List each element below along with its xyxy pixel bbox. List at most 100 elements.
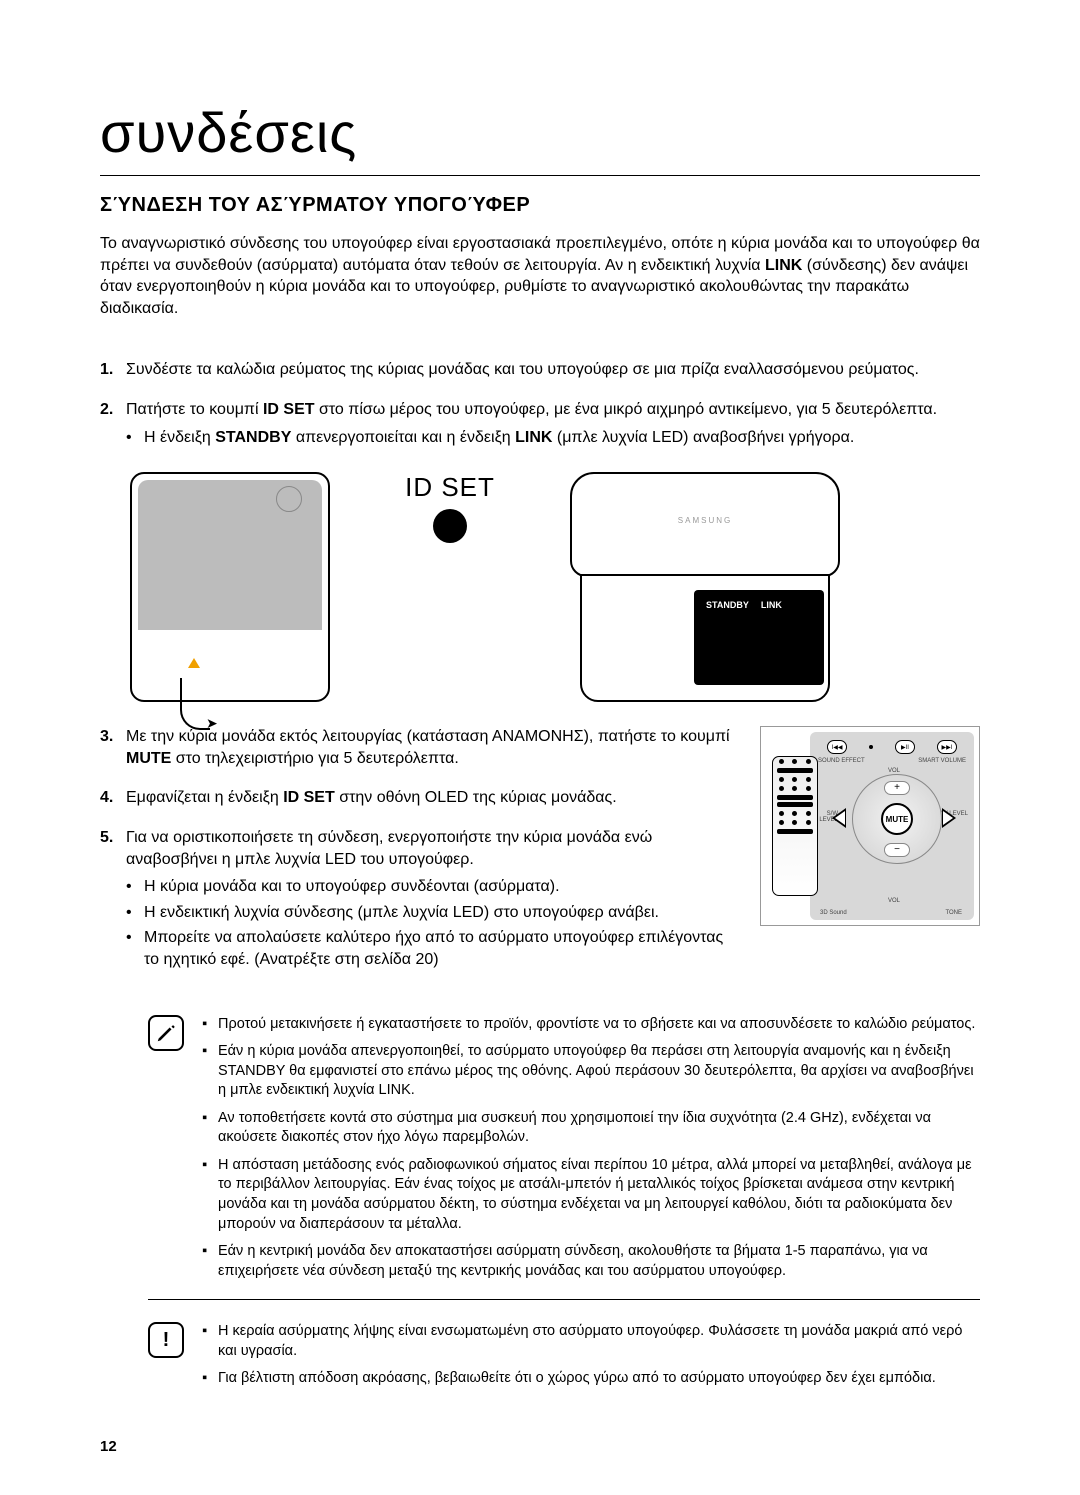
notice-item: ▪Η κεραία ασύρματης λήψης είναι ενσωματω… (202, 1322, 980, 1361)
square-bullet-icon: ▪ (202, 1015, 218, 1035)
step-1: 1. Συνδέστε τα καλώδια ρεύματος της κύρι… (100, 359, 980, 381)
notice-list-a: ▪Προτού μετακινήσετε ή εγκαταστήσετε το … (202, 1015, 980, 1290)
notice-list-b: ▪Η κεραία ασύρματης λήψης είναι ενσωματω… (202, 1322, 980, 1397)
bullet-dot-icon: • (126, 876, 144, 898)
notice-item: ▪Εάν η κεντρική μονάδα δεν αποκαταστήσει… (202, 1242, 980, 1281)
note-pencil-icon (148, 1015, 184, 1051)
link-label: LINK (761, 600, 782, 675)
b-pre: Η ένδειξη (144, 429, 215, 446)
dpad-right-icon (942, 808, 956, 828)
illustration-row: ➤ ID SET SAMSUNG STANDBY LINK (130, 472, 980, 702)
notice-text: Εάν η κεντρική μονάδα δεν αποκαταστήσει … (218, 1242, 980, 1281)
page-number: 12 (100, 1438, 117, 1455)
vol-minus-icon: − (884, 843, 910, 857)
step5-bullet: • Η ενδεικτική λυχνία σύνδεσης (μπλε λυχ… (126, 902, 740, 924)
notice-item: ▪Προτού μετακινήσετε ή εγκαταστήσετε το … (202, 1015, 980, 1035)
square-bullet-icon: ▪ (202, 1109, 218, 1148)
step2-bullet: • Η ένδειξη STANDBY απενεργοποιείται και… (126, 427, 980, 449)
steps-list-cont: 3. Με την κύρια μονάδα εκτός λειτουργίας… (100, 726, 740, 974)
square-bullet-icon: ▪ (202, 1322, 218, 1361)
notice-item: ▪Για βέλτιστη απόδοση ακρόασης, βεβαιωθε… (202, 1369, 980, 1389)
step2-bullets: • Η ένδειξη STANDBY απενεργοποιείται και… (126, 427, 980, 449)
title-rule (100, 175, 980, 176)
steps-left: 3. Με την κύρια μονάδα εκτός λειτουργίας… (100, 726, 740, 992)
step5-bullets: • Η κύρια μονάδα και το υπογούφερ συνδέο… (126, 876, 740, 970)
remote-led-icon (869, 745, 873, 749)
step-num: 3. (100, 726, 126, 769)
bullet-dot-icon: • (126, 427, 144, 449)
step-bold: ID SET (263, 401, 315, 418)
s4-post: στην οθόνη OLED της κύριας μονάδας. (335, 789, 617, 806)
section-heading: ΣΎΝΔΕΣΗ ΤΟΥ ΑΣΎΡΜΑΤΟΥ ΥΠΟΓΟΎΦΕΡ (100, 194, 980, 217)
remote-body (772, 756, 818, 896)
b-post: (μπλε λυχνία LED) αναβοσβήνει γρήγορα. (552, 429, 854, 446)
intro-link-word: LINK (765, 257, 802, 274)
idset-button-icon (433, 509, 467, 543)
step-body: Πατήστε το κουμπί ID SET στο πίσω μέρος … (126, 399, 980, 452)
vol-bottom-label: VOL (888, 898, 900, 904)
bullet-text: Μπορείτε να απολαύσετε καλύτερο ήχο από … (144, 927, 740, 970)
device1-arrow-icon: ➤ (206, 715, 218, 732)
s4-bold: ID SET (283, 789, 335, 806)
square-bullet-icon: ▪ (202, 1156, 218, 1234)
subwoofer-top: SAMSUNG (570, 472, 840, 577)
step-num: 1. (100, 359, 126, 381)
notice-text: Αν τοποθετήσετε κοντά στο σύστημα μια συ… (218, 1109, 980, 1148)
notice-text: Η απόσταση μετάδοσης ενός ραδιοφωνικού σ… (218, 1156, 980, 1234)
idset-label: ID SET (390, 472, 510, 503)
notice-item: ▪Αν τοποθετήσετε κοντά στο σύστημα μια σ… (202, 1109, 980, 1148)
b-mid: απενεργοποιείται και η ένδειξη (291, 429, 515, 446)
notice-block-info: ▪Προτού μετακινήσετε ή εγκαταστήσετε το … (100, 1015, 980, 1290)
step-body: Με την κύρια μονάδα εκτός λειτουργίας (κ… (126, 726, 740, 769)
pencil-svg-icon (155, 1022, 177, 1044)
bullet-text: Η ενδεικτική λυχνία σύνδεσης (μπλε λυχνί… (144, 902, 659, 924)
warning-triangle-icon (188, 658, 200, 668)
s3-bold: MUTE (126, 750, 171, 767)
dpad-left-icon (832, 808, 846, 828)
subwoofer-led-panel: STANDBY LINK (694, 590, 824, 685)
illustration-remote: I◀◀ ▶II ▶▶I SOUND EFFECT SMART VOLUME VO… (760, 726, 980, 926)
step-5: 5. Για να οριστικοποιήσετε τη σύνδεση, ε… (100, 827, 740, 975)
step-body: Για να οριστικοποιήσετε τη σύνδεση, ενερ… (126, 827, 740, 975)
s3-post: στο τηλεχειριστήριο για 5 δευτερόλεπτα. (171, 750, 458, 767)
remote-dpad: + − MUTE (852, 774, 942, 864)
next-track-icon: ▶▶I (937, 740, 957, 754)
warning-exclaim-icon: ! (148, 1322, 184, 1358)
illustration-device-back: ➤ (130, 472, 330, 702)
bullet-dot-icon: • (126, 927, 144, 970)
bullet-dot-icon: • (126, 902, 144, 924)
sound-effect-label: SOUND EFFECT (818, 758, 865, 764)
page-title: συνδέσεις (100, 100, 980, 165)
notice-item: ▪Εάν η κύρια μονάδα απενεργοποιηθεί, το … (202, 1042, 980, 1101)
tone-label: TONE (945, 910, 962, 916)
square-bullet-icon: ▪ (202, 1042, 218, 1101)
steps-list: 1. Συνδέστε τα καλώδια ρεύματος της κύρι… (100, 359, 980, 452)
s4-pre: Εμφανίζεται η ένδειξη (126, 789, 283, 806)
notice-block-warning: ! ▪Η κεραία ασύρματης λήψης είναι ενσωμα… (100, 1322, 980, 1397)
step-body: Εμφανίζεται η ένδειξη ID SET στην οθόνη … (126, 787, 740, 809)
src-label: 3D Sound (820, 910, 847, 916)
square-bullet-icon: ▪ (202, 1369, 218, 1389)
step-2: 2. Πατήστε το κουμπί ID SET στο πίσω μέρ… (100, 399, 980, 452)
square-bullet-icon: ▪ (202, 1242, 218, 1281)
notice-divider (148, 1299, 980, 1300)
notice-text: Εάν η κύρια μονάδα απενεργοποιηθεί, το α… (218, 1042, 980, 1101)
notice-text: Η κεραία ασύρματης λήψης είναι ενσωματωμ… (218, 1322, 980, 1361)
notice-text: Προτού μετακινήσετε ή εγκαταστήσετε το π… (218, 1015, 975, 1035)
prev-track-icon: I◀◀ (827, 740, 847, 754)
step-num: 5. (100, 827, 126, 975)
notice-text: Για βέλτιστη απόδοση ακρόασης, βεβαιωθεί… (218, 1369, 936, 1389)
step-num: 4. (100, 787, 126, 809)
device1-panel (138, 480, 322, 630)
vol-plus-icon: + (884, 781, 910, 795)
step-pre: Πατήστε το κουμπί (126, 401, 263, 418)
samsung-logo: SAMSUNG (678, 516, 732, 525)
intro-paragraph: Το αναγνωριστικό σύνδεσης του υπογούφερ … (100, 233, 980, 319)
smart-volume-label: SMART VOLUME (918, 758, 966, 764)
step5-bullet: • Η κύρια μονάδα και το υπογούφερ συνδέο… (126, 876, 740, 898)
step-3: 3. Με την κύρια μονάδα εκτός λειτουργίας… (100, 726, 740, 769)
step-num: 2. (100, 399, 126, 452)
b-b1: STANDBY (215, 429, 291, 446)
illustration-subwoofer: SAMSUNG STANDBY LINK (570, 472, 840, 702)
remote-top-buttons: I◀◀ ▶II ▶▶I (816, 738, 968, 756)
